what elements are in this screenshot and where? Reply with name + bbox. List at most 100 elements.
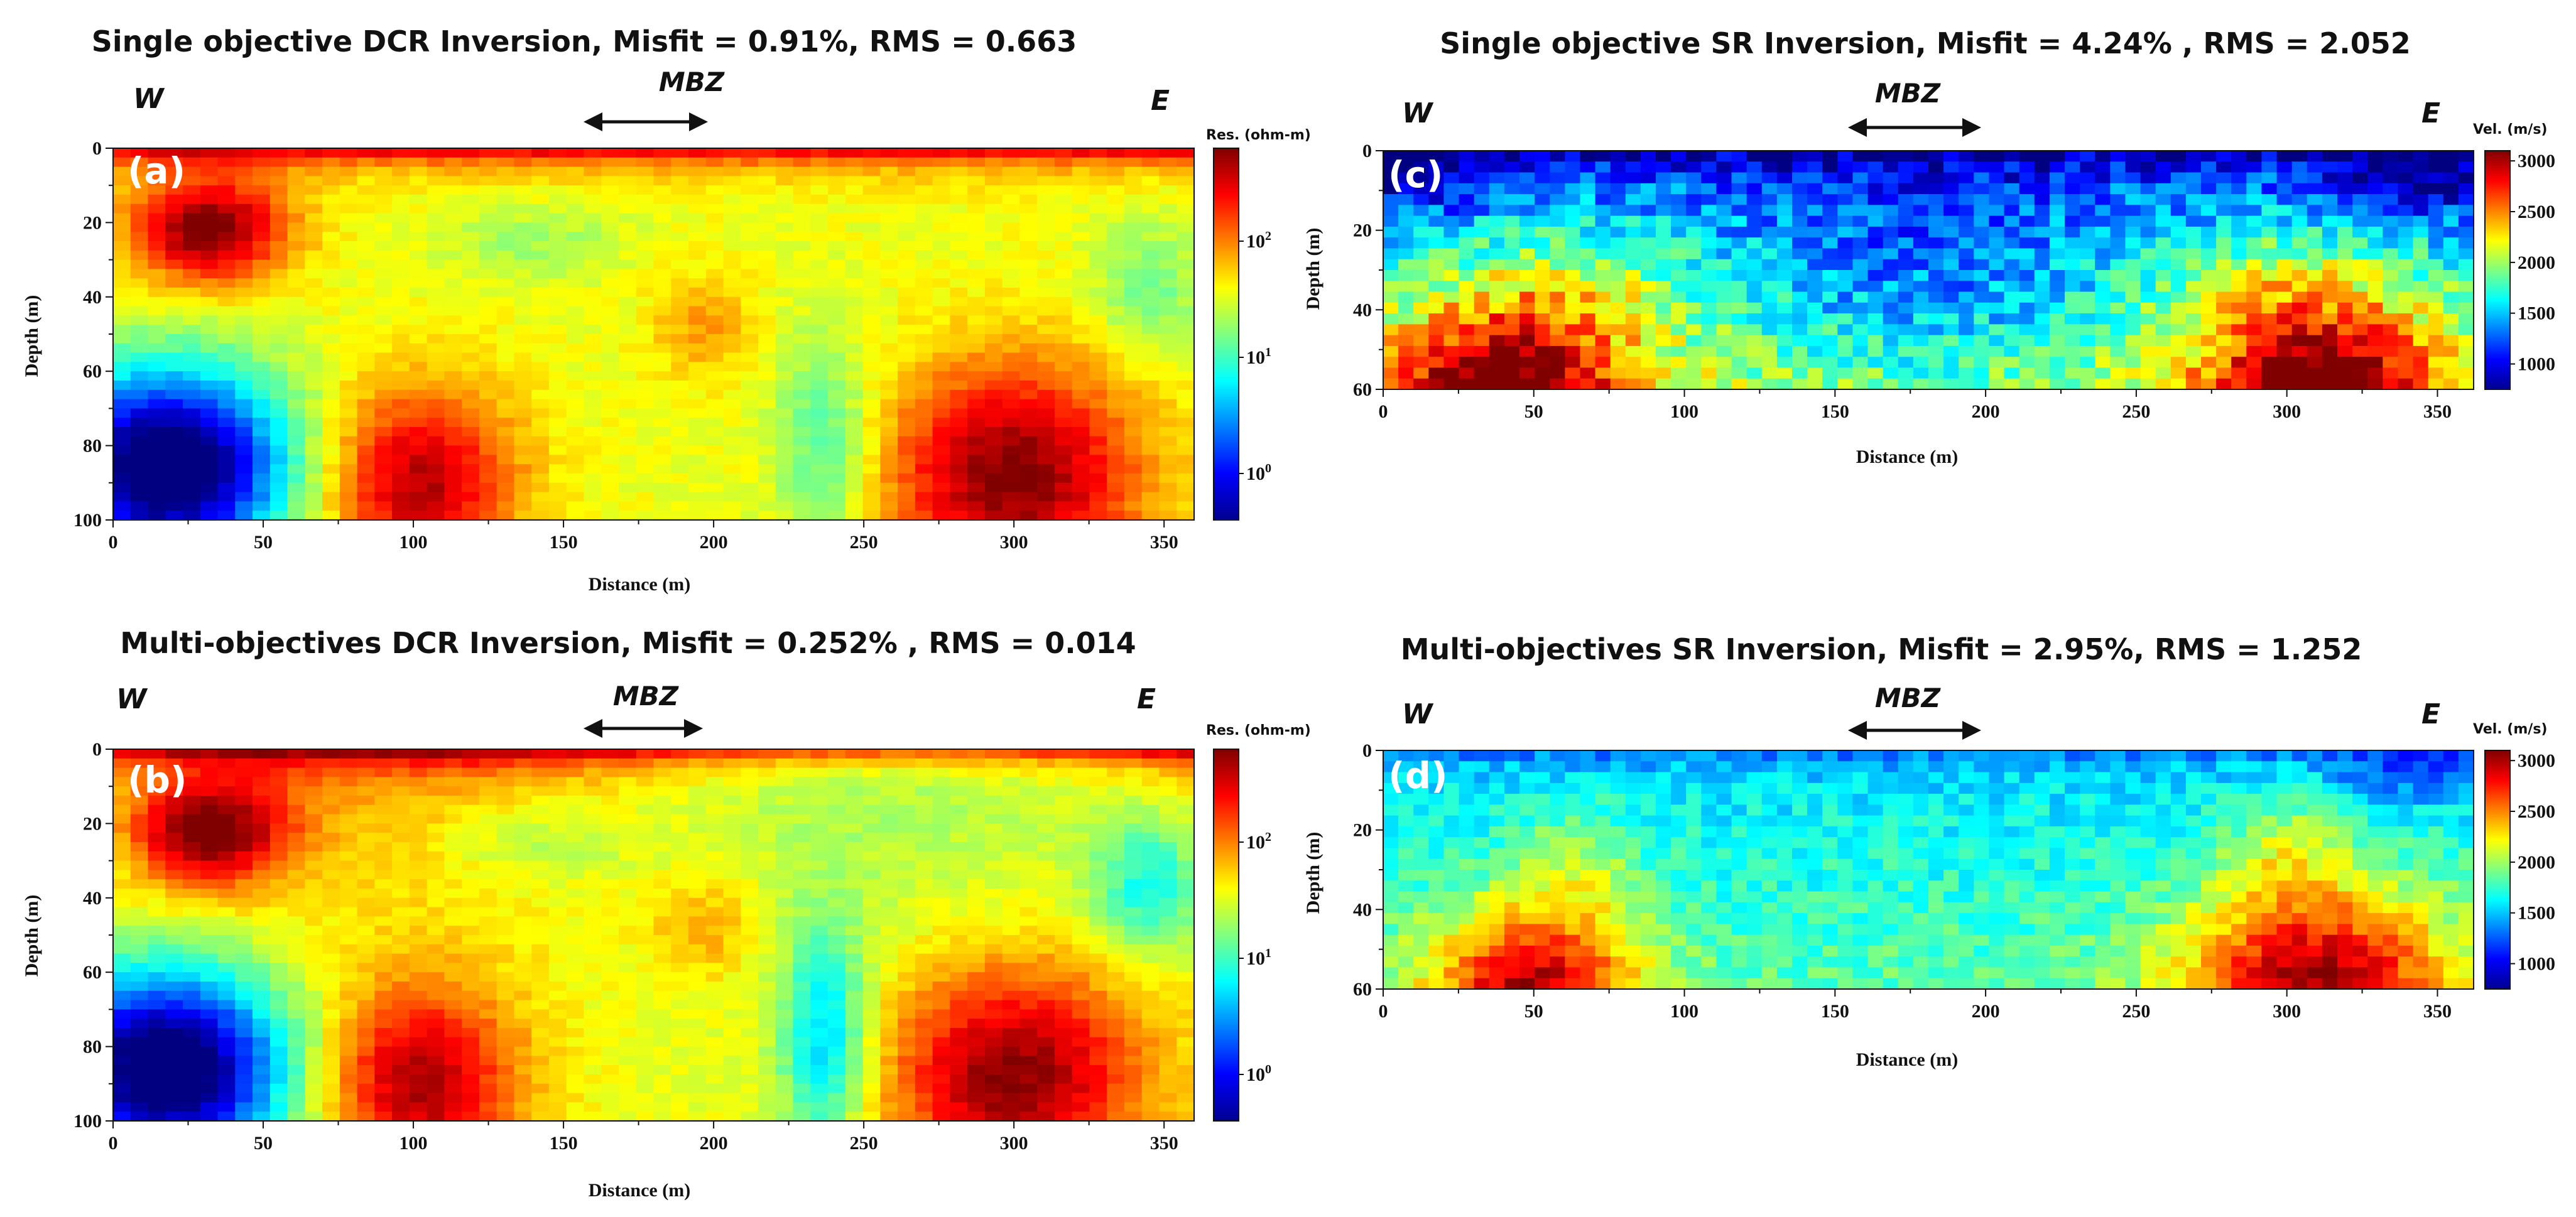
heatmap-cell [967, 148, 986, 158]
heatmap-cell [705, 166, 724, 176]
heatmap-cell [688, 963, 707, 973]
heatmap-cell [705, 203, 724, 214]
heatmap-cell [305, 1009, 323, 1019]
heatmap-cell [444, 482, 462, 493]
heatmap-cell [148, 1046, 166, 1056]
heatmap-cell [322, 1083, 340, 1094]
heatmap-cell [253, 1093, 271, 1103]
heatmap-cell [566, 1102, 585, 1112]
heatmap-cell [1037, 232, 1055, 242]
heatmap-cell [810, 1019, 829, 1029]
heatmap-cell [618, 371, 637, 381]
heatmap-cell [200, 814, 219, 824]
heatmap-cell [758, 325, 776, 335]
heatmap-cell [1159, 963, 1177, 973]
heatmap-cell [984, 482, 1003, 493]
heatmap-cell [409, 926, 428, 936]
heatmap-cell [741, 315, 759, 325]
heatmap-cell [1177, 953, 1195, 963]
heatmap-cell [165, 222, 183, 232]
heatmap-cell [1177, 464, 1195, 474]
heatmap-cell [409, 148, 428, 158]
heatmap-cell [566, 222, 585, 232]
heatmap-cell [496, 1000, 515, 1010]
heatmap-cell [601, 241, 619, 251]
heatmap-cell [793, 749, 811, 759]
heatmap-cell [741, 1000, 759, 1010]
heatmap-cell [1054, 749, 1073, 759]
heatmap-cell [374, 1112, 393, 1122]
heatmap-cell [235, 1056, 253, 1066]
heatmap-cell [723, 833, 741, 843]
heatmap-cell [322, 1102, 340, 1112]
heatmap-cell [496, 288, 515, 298]
heatmap-cell [548, 916, 567, 926]
heatmap-cell [165, 982, 183, 992]
heatmap-cell [1019, 482, 1038, 493]
heatmap-cell [723, 445, 741, 455]
heatmap-cell [758, 511, 776, 521]
heatmap-cell [1037, 823, 1055, 833]
heatmap-cell [1177, 1074, 1195, 1084]
heatmap-cell [496, 166, 515, 176]
heatmap-cell [357, 963, 375, 973]
heatmap-cell [984, 213, 1003, 223]
heatmap-cell [1159, 325, 1177, 335]
heatmap-cell [898, 1056, 916, 1066]
heatmap-cell [305, 203, 323, 214]
heatmap-cell [671, 1093, 689, 1103]
heatmap-cell [898, 860, 916, 870]
heatmap-cell [653, 758, 671, 769]
heatmap-cell [984, 418, 1003, 428]
heatmap-cell [392, 814, 410, 824]
heatmap-cell [305, 889, 323, 899]
heatmap-cell [828, 1028, 846, 1038]
heatmap-cell [932, 473, 950, 484]
heatmap-cell [479, 343, 497, 354]
heatmap-cell [1177, 259, 1195, 269]
heatmap-cell [148, 241, 166, 251]
heatmap-cell [653, 464, 671, 474]
heatmap-cell [984, 203, 1003, 214]
heatmap-cell [357, 501, 375, 511]
heatmap-cell [1002, 879, 1021, 889]
heatmap-cell [1037, 1009, 1055, 1019]
heatmap-cell [705, 870, 724, 880]
heatmap-cell [705, 982, 724, 992]
heatmap-cell [444, 157, 462, 168]
heatmap-cell [130, 511, 149, 521]
heatmap-cell [584, 288, 602, 298]
heatmap-cell [462, 408, 480, 418]
heatmap-cell [828, 482, 846, 493]
heatmap-cell [287, 436, 305, 446]
heatmap-cell [1107, 288, 1125, 298]
heatmap-cell [392, 343, 410, 354]
heatmap-cell [671, 288, 689, 298]
heatmap-cell [653, 473, 671, 484]
heatmap-cell [793, 1065, 811, 1075]
heatmap-cell [269, 944, 288, 955]
heatmap-cell [671, 972, 689, 982]
heatmap-cell [253, 842, 271, 852]
heatmap-cell [183, 473, 201, 484]
heatmap-cell [723, 343, 741, 354]
heatmap-cell [566, 1037, 585, 1047]
heatmap-cell [1072, 963, 1090, 973]
heatmap-cell [601, 334, 619, 344]
heatmap-cell [915, 907, 933, 917]
heatmap-cell [339, 1046, 358, 1056]
heatmap-cell [514, 833, 532, 843]
heatmap-cell [392, 436, 410, 446]
heatmap-cell [898, 758, 916, 769]
heatmap-cell [409, 1065, 428, 1075]
heatmap-cell [862, 1028, 881, 1038]
heatmap-cell [775, 362, 794, 372]
heatmap-cell [584, 963, 602, 973]
heatmap-cell [705, 389, 724, 400]
heatmap-cell [741, 1074, 759, 1084]
heatmap-cell [531, 860, 550, 870]
heatmap-cell [392, 1009, 410, 1019]
heatmap-cell [1037, 907, 1055, 917]
heatmap-cell [374, 408, 393, 418]
heatmap-cell [1107, 259, 1125, 269]
